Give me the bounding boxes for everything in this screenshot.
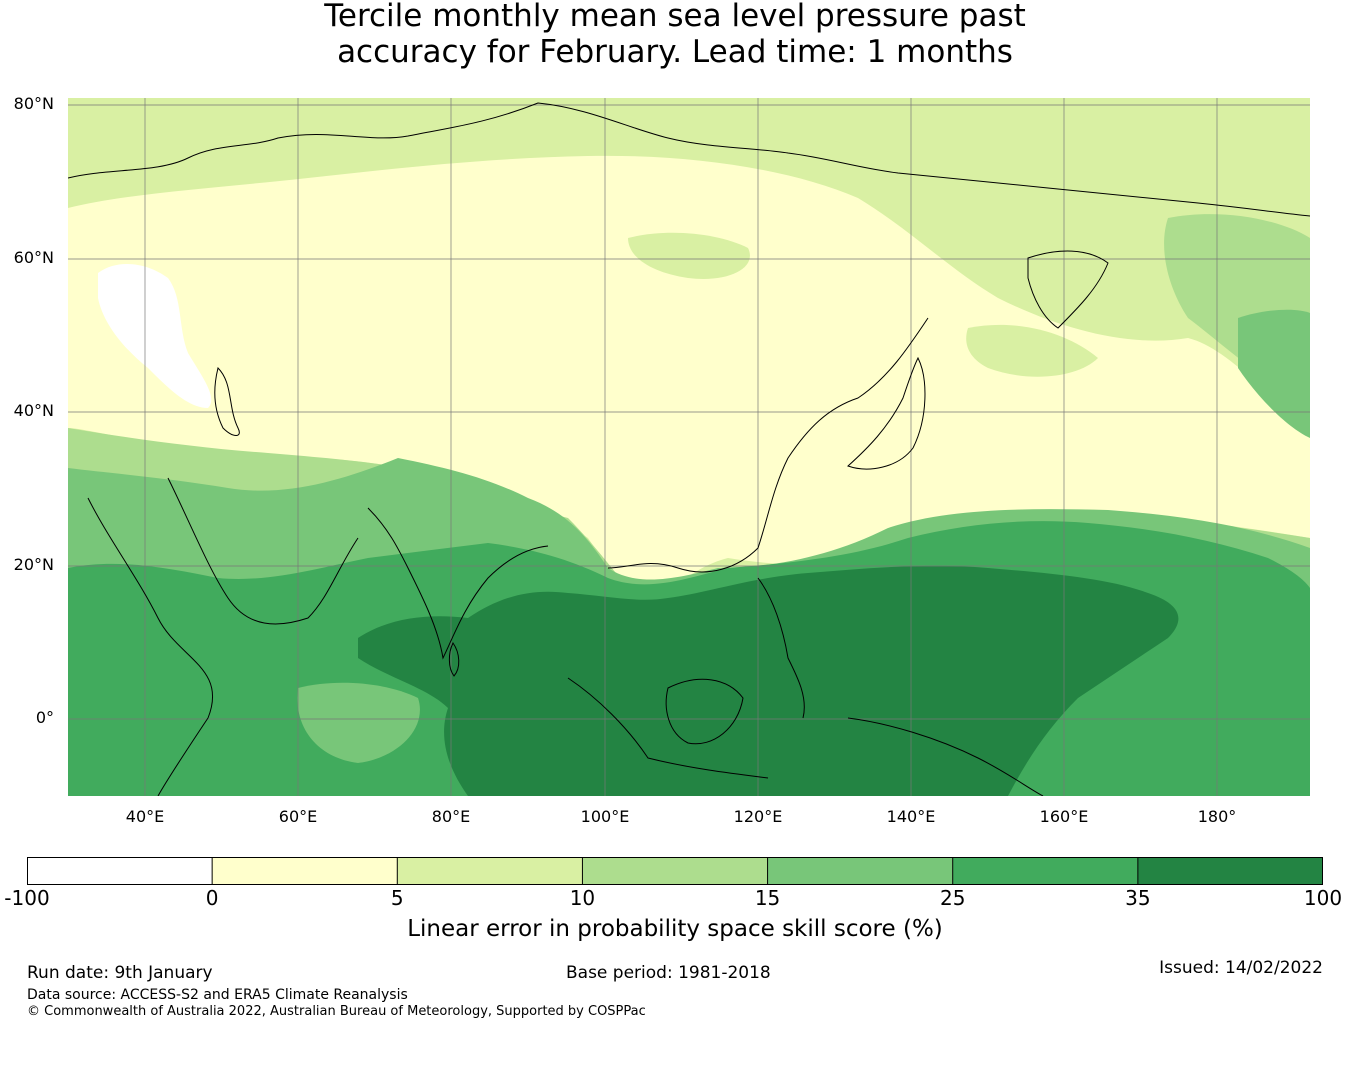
run-date: Run date: 9th January (27, 963, 213, 983)
lat-label-60n: 60°N (13, 248, 54, 267)
lon-label-140e: 140°E (886, 807, 936, 826)
region-maritime-continent-tropical-pacific (358, 565, 1179, 796)
region-central-asia-north-pacific (68, 155, 1310, 598)
colorbar-tick--100: -100 (4, 886, 50, 910)
colorbar-tick-25: 25 (939, 886, 966, 910)
lon-label-100e: 100°E (580, 807, 630, 826)
lon-label-180: 180° (1197, 807, 1237, 826)
colorbar-segment-0-to-5 (212, 857, 398, 885)
coastline-caspian (214, 367, 240, 436)
chart-title-line-1: Tercile monthly mean sea level pressure … (324, 0, 1026, 34)
region-patch-indian-ocean-west (297, 682, 420, 763)
coastline-east-asia (607, 317, 929, 573)
coastline-borneo (665, 678, 744, 745)
colorbar-segment-35-to-100 (1137, 857, 1323, 885)
colorbar-tick-5: 5 (390, 886, 404, 910)
colorbar-tick-0: 0 (205, 886, 219, 910)
lat-label-equator: 0° (35, 708, 54, 727)
colorbar-tick-15: 15 (754, 886, 781, 910)
lon-label-120e: 120°E (733, 807, 783, 826)
colorbar-segment--100-to-0 (27, 857, 213, 885)
lon-label-60e: 60°E (278, 807, 318, 826)
colorbar-segment-25-to-35 (952, 857, 1138, 885)
colorbar-tick-10: 10 (569, 886, 596, 910)
lat-label-40n: 40°N (13, 401, 54, 420)
colorbar-label: Linear error in probability space skill … (407, 916, 943, 942)
coastline-philippines (757, 577, 805, 719)
issued-date: Issued: 14/02/2022 (1159, 958, 1323, 978)
region-patch-mongolia (628, 232, 750, 279)
base-period: Base period: 1981-2018 (566, 963, 771, 983)
coastline-sumatra-java (567, 677, 769, 779)
region-patch-pacific-east-green (1238, 309, 1310, 438)
lon-label-160e: 160°E (1039, 807, 1089, 826)
coastline-africa (87, 497, 214, 796)
data-source: Data source: ACCESS-S2 and ERA5 Climate … (27, 987, 408, 1003)
colorbar-segment-15-to-25 (767, 857, 953, 885)
coastline-sri-lanka (448, 642, 460, 677)
lon-label-80e: 80°E (431, 807, 471, 826)
coastline-india (367, 507, 549, 660)
coastline-new-guinea (847, 717, 1044, 796)
coastline-kamchatka (1027, 250, 1109, 329)
chart-title-line-2: accuracy for February. Lead time: 1 mont… (337, 34, 1013, 70)
skill-score-map (68, 98, 1310, 796)
colorbar-tick-100: 100 (1303, 886, 1343, 910)
lon-label-40e: 40°E (125, 807, 165, 826)
coastline-japan (847, 356, 926, 470)
copyright: © Commonwealth of Australia 2022, Austra… (27, 1004, 646, 1019)
region-caspian-scandinavia (98, 263, 212, 408)
region-patch-pacific (966, 324, 1098, 377)
colorbar-segment-5-to-10 (397, 857, 583, 885)
colorbar-segment-10-to-15 (582, 857, 768, 885)
lat-label-20n: 20°N (13, 555, 54, 574)
colorbar (27, 857, 1323, 885)
lat-label-80n: 80°N (13, 94, 54, 113)
colorbar-tick-35: 35 (1125, 886, 1151, 910)
coastline-arctic (68, 102, 1310, 217)
coastline-arabia (167, 477, 359, 625)
